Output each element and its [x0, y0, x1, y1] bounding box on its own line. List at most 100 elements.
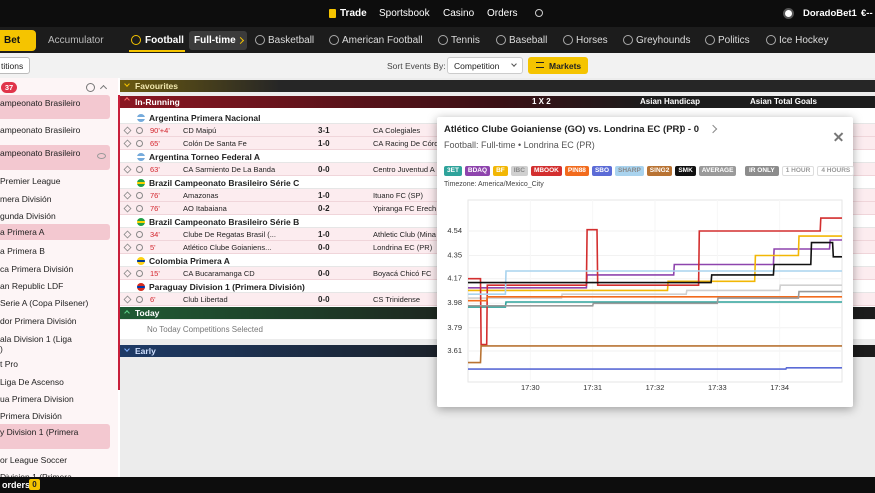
group-name[interactable]: Colombia Primera A — [149, 256, 230, 266]
home-team[interactable]: CA Sarmiento De La Banda — [183, 165, 276, 174]
legend-entry[interactable]: MBOOK — [530, 166, 562, 176]
avatar[interactable] — [783, 8, 794, 19]
sidebar-item[interactable]: gunda División — [0, 211, 56, 221]
series-line — [468, 367, 842, 370]
sidebar-icon[interactable] — [86, 83, 95, 92]
sidebar-item[interactable]: Liga De Ascenso — [0, 377, 64, 387]
sport-tab[interactable]: Horses — [576, 35, 608, 46]
away-team[interactable]: Boyacá Chicó FC — [373, 269, 432, 278]
sidebar-item-bg[interactable] — [0, 424, 110, 449]
home-team[interactable]: Atlético Clube Goianiens... — [183, 243, 272, 252]
filter-button[interactable]: IR ONLY — [745, 166, 779, 176]
sport-tab[interactable]: Politics — [718, 35, 750, 46]
top-nav-item[interactable]: Casino — [443, 8, 475, 19]
sort-label: Sort Events By: — [387, 61, 446, 71]
sidebar-item[interactable]: a Primera B — [0, 246, 45, 256]
markets-button[interactable] — [528, 57, 588, 74]
group-name[interactable]: Paraguay Division 1 (Primera División) — [149, 282, 305, 292]
legend-entry[interactable]: AVERAGE — [698, 166, 737, 176]
orders-badge: 0 — [29, 479, 40, 490]
filter-button[interactable]: 4 HOURS — [817, 166, 855, 176]
bet-button[interactable] — [0, 30, 36, 51]
away-team[interactable]: CA Racing De Córd — [373, 139, 439, 148]
sidebar-item[interactable]: ampeonato Brasileiro — [0, 148, 81, 158]
sport-tab[interactable]: Ice Hockey — [779, 35, 829, 46]
legend-entry[interactable]: 3ET — [444, 166, 462, 176]
home-team[interactable]: CD Maipú — [183, 126, 217, 135]
sidebar-item[interactable]: Serie A (Copa Pilsener) — [0, 298, 89, 308]
top-nav-item[interactable]: Sportsbook — [379, 8, 430, 19]
trade-icon — [329, 9, 336, 18]
sidebar-item[interactable]: an Republic LDF — [0, 281, 64, 291]
top-nav-item[interactable]: Orders — [487, 8, 518, 19]
sidebar-item-bg[interactable] — [0, 224, 110, 240]
home-team[interactable]: Club Libertad — [183, 295, 228, 304]
subtab-bg[interactable] — [189, 31, 247, 50]
search-icon[interactable] — [535, 9, 543, 17]
markets-label[interactable]: Markets — [549, 61, 582, 71]
sidebar-item-bg[interactable] — [0, 145, 110, 170]
legend-entry[interactable]: SMK — [675, 166, 696, 176]
away-team[interactable]: Centro Juventud A — [373, 165, 435, 174]
user-name[interactable]: DoradoBet1 — [803, 8, 857, 19]
in-running-label[interactable]: In-Running — [135, 97, 180, 107]
sidebar-item[interactable]: dor Primera División — [0, 316, 77, 326]
sidebar-item-bg[interactable] — [0, 95, 110, 119]
orders-label[interactable]: orders — [2, 480, 31, 490]
sport-tab[interactable]: Greyhounds — [636, 35, 691, 46]
sidebar-item[interactable]: t Pro — [0, 359, 18, 369]
sort-select[interactable] — [447, 57, 523, 74]
sidebar-item[interactable]: a Primera A — [0, 227, 45, 237]
sidebar-item[interactable]: ca Primera División — [0, 264, 74, 274]
sport-tab[interactable]: Tennis — [451, 35, 480, 46]
accumulator-tab[interactable]: Accumulator — [48, 35, 104, 46]
legend-entry[interactable]: BDAQ — [464, 166, 491, 176]
sort-value[interactable]: Competition — [454, 61, 500, 71]
legend-entry[interactable]: PIN88 — [564, 166, 589, 176]
home-team[interactable]: Amazonas — [183, 191, 219, 200]
sidebar-item[interactable]: Primera División — [0, 411, 62, 421]
sport-tab-active[interactable]: Football — [145, 35, 184, 46]
competitions-button[interactable] — [0, 57, 30, 74]
legend-entry[interactable]: BF — [493, 166, 508, 176]
sidebar-item[interactable]: ampeonato Brasileiro — [0, 98, 81, 108]
group-name[interactable]: Brazil Campeonato Brasileiro Série C — [149, 178, 300, 188]
away-team[interactable]: CA Colegiales — [373, 126, 421, 135]
away-team[interactable]: CS Trinidense — [373, 295, 421, 304]
legend-entry[interactable]: SHARP — [615, 166, 644, 176]
early-label[interactable]: Early — [135, 346, 156, 356]
filter-button[interactable]: 1 HOUR — [781, 166, 815, 176]
competitions-label[interactable]: titions — [1, 61, 24, 71]
home-team[interactable]: Clube De Regatas Brasil (... — [183, 230, 276, 239]
group-name[interactable]: Argentina Primera Nacional — [149, 113, 261, 123]
toolbar — [0, 53, 875, 78]
sidebar-item[interactable]: ampeonato Brasileiro — [0, 125, 81, 135]
sidebar-item[interactable]: ua Primera Division — [0, 394, 74, 404]
away-team[interactable]: Ypiranga FC Erech — [373, 204, 437, 213]
home-team[interactable]: Colón De Santa Fe — [183, 139, 247, 148]
legend-entry[interactable]: SING2 — [646, 166, 673, 176]
away-team[interactable]: Athletic Club (Mina — [373, 230, 436, 239]
legend-entry[interactable]: IBC — [510, 166, 528, 176]
sidebar-item[interactable]: Premier League — [0, 176, 61, 186]
sidebar-item[interactable]: or League Soccer — [0, 455, 68, 465]
subtab-label[interactable]: Full-time — [194, 35, 236, 46]
sidebar-item[interactable]: ala Division 1 (Liga ) — [0, 334, 72, 354]
away-team[interactable]: Ituano FC (SP) — [373, 191, 424, 200]
popup-score: 0 - 0 — [680, 124, 700, 135]
away-team[interactable]: Londrina EC (PR) — [373, 243, 433, 252]
top-nav-item[interactable]: Trade — [340, 8, 367, 19]
sidebar-item[interactable]: mera División — [0, 194, 52, 204]
group-name[interactable]: Argentina Torneo Federal A — [149, 152, 260, 162]
legend-entry[interactable]: SBO — [591, 166, 613, 176]
home-team[interactable]: AO Itabaiana — [183, 204, 227, 213]
sport-tab[interactable]: Basketball — [268, 35, 315, 46]
home-team[interactable]: CA Bucaramanga CD — [183, 269, 255, 278]
bet-label[interactable]: Bet — [4, 35, 21, 46]
sidebar-item[interactable]: y Division 1 (Primera — [0, 427, 79, 437]
favourites-label[interactable]: Favourites — [135, 81, 178, 91]
sport-tab[interactable]: Baseball — [509, 35, 548, 46]
sport-tab[interactable]: American Football — [342, 35, 423, 46]
group-name[interactable]: Brazil Campeonato Brasileiro Série B — [149, 217, 300, 227]
today-label[interactable]: Today — [135, 308, 160, 318]
